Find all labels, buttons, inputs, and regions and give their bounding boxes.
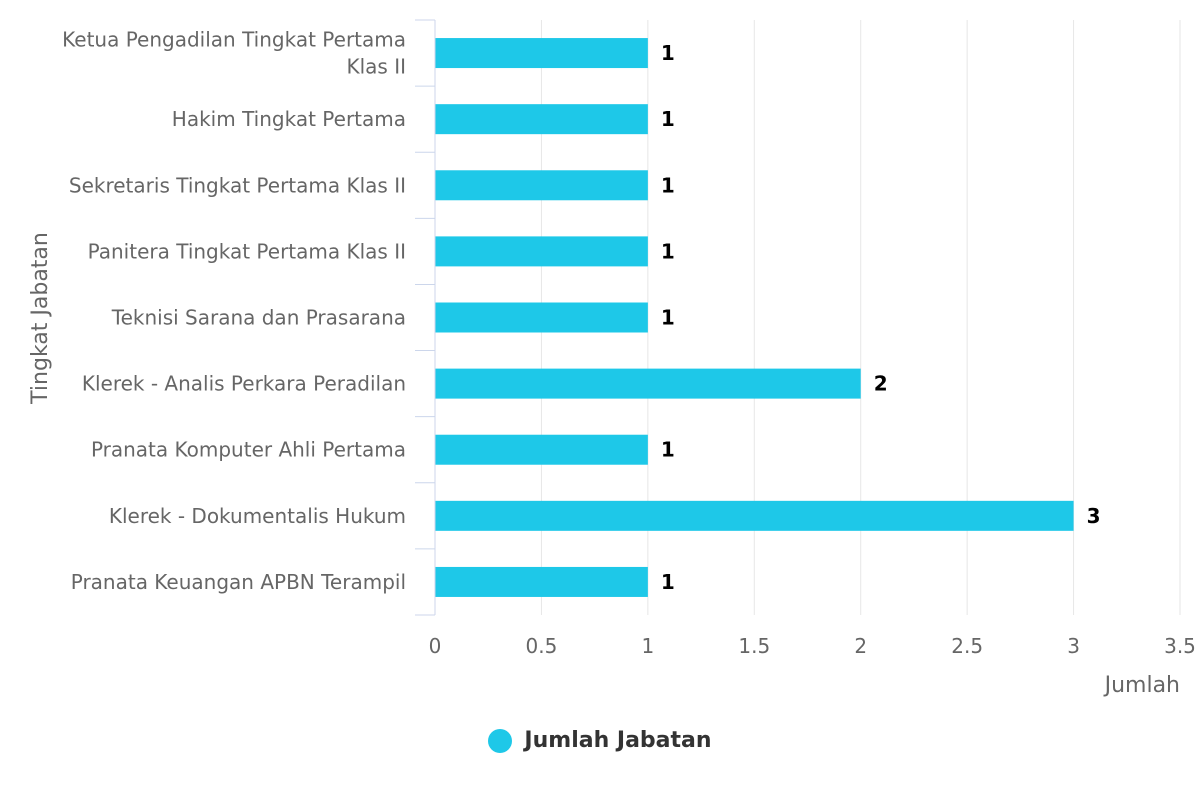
x-tick-label: 2 [854, 634, 867, 658]
bars [435, 38, 1074, 597]
x-tick-label: 0.5 [526, 634, 558, 658]
category-axis [415, 19, 436, 616]
category-label: Pranata Komputer Ahli Pertama [91, 438, 406, 462]
data-label: 1 [661, 306, 675, 330]
data-label: 1 [661, 570, 675, 594]
category-label: Klerek - Analis Perkara Peradilan [82, 372, 406, 396]
category-label: Klerek - Dokumentalis Hukum [109, 504, 406, 528]
data-label: 2 [874, 372, 888, 396]
legend-marker-icon [488, 728, 513, 753]
bar [435, 302, 648, 333]
data-label: 1 [661, 239, 675, 263]
x-tick-label: 1 [641, 634, 654, 658]
bar [435, 170, 648, 201]
bar [435, 566, 648, 597]
bar [435, 368, 861, 399]
category-label: Teknisi Sarana dan Prasarana [111, 306, 406, 330]
x-tick-label: 1.5 [738, 634, 770, 658]
bar [435, 500, 1074, 531]
x-axis-title: Jumlah [1103, 673, 1180, 698]
data-label: 1 [661, 173, 675, 197]
data-label: 1 [661, 438, 675, 462]
bar [435, 38, 648, 69]
category-label: Pranata Keuangan APBN Terampil [71, 570, 406, 594]
category-label: Ketua Pengadilan Tingkat Pertama Klas II [62, 28, 406, 79]
data-labels: 1 1 1 1 1 2 1 3 1 [661, 41, 1101, 594]
category-label: Sekretaris Tingkat Pertama Klas II [69, 173, 406, 197]
bar [435, 236, 648, 267]
data-label: 1 [661, 107, 675, 131]
category-label: Panitera Tingkat Pertama Klas II [88, 239, 406, 263]
category-label: Hakim Tingkat Pertama [172, 107, 406, 131]
legend-label: Jumlah Jabatan [524, 728, 712, 753]
x-tick-label: 2.5 [951, 634, 983, 658]
value-axis: 0 0.5 1 1.5 2 2.5 3 3.5 [429, 634, 1196, 658]
bar [435, 434, 648, 465]
bar [435, 104, 648, 135]
legend-item-jumlah-jabatan[interactable]: Jumlah Jabatan [488, 728, 712, 753]
x-tick-label: 3.5 [1164, 634, 1196, 658]
y-axis-title: Tingkat Jabatan [28, 232, 53, 405]
data-label: 3 [1087, 504, 1101, 528]
x-tick-label: 3 [1067, 634, 1080, 658]
legend: Jumlah Jabatan [0, 728, 1200, 753]
x-tick-label: 0 [429, 634, 442, 658]
data-label: 1 [661, 41, 675, 65]
category-labels: Ketua Pengadilan Tingkat Pertama Klas II H… [62, 28, 406, 594]
